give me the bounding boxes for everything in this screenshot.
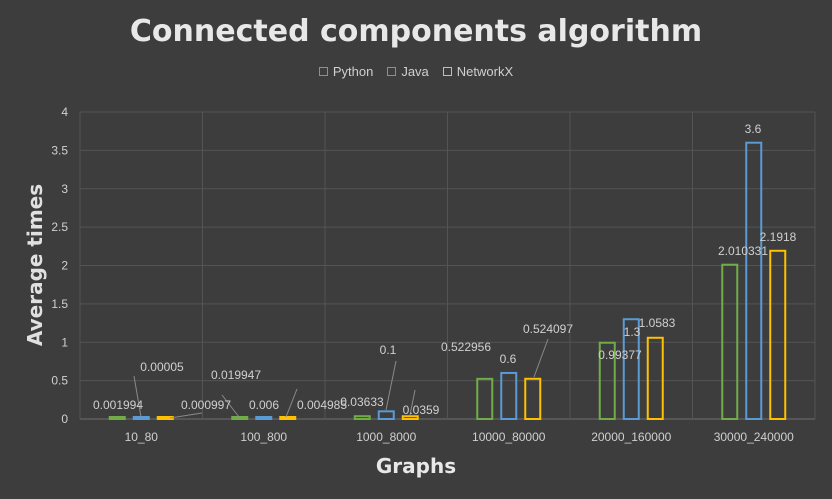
y-tick-label: 0.5 xyxy=(51,374,68,388)
data-label: 0.004985 xyxy=(297,398,347,412)
legend: Python Java NetworkX xyxy=(0,64,832,79)
x-tick-label: 1000_8000 xyxy=(356,430,416,444)
x-axis-label: Graphs xyxy=(375,454,457,478)
data-label: 3.6 xyxy=(745,122,762,136)
bar-python xyxy=(353,415,371,420)
label-leader-line xyxy=(221,394,240,418)
label-leader-line xyxy=(385,360,397,411)
data-label: 1.3 xyxy=(624,325,641,339)
legend-item-java: Java xyxy=(387,64,429,79)
legend-label-python: Python xyxy=(332,64,374,79)
y-tick-label: 4 xyxy=(61,105,68,119)
bar-networkx xyxy=(769,249,787,420)
legend-item-networkx: NetworkX xyxy=(442,64,514,79)
bar-python xyxy=(476,377,494,420)
chart-title: Connected components algorithm xyxy=(129,14,703,49)
data-label: 0.019947 xyxy=(211,368,261,382)
data-label: 0.00005 xyxy=(140,360,184,374)
legend-label-networkx: NetworkX xyxy=(456,64,514,79)
bar-java xyxy=(377,410,395,421)
bar-java xyxy=(255,416,273,420)
legend-swatch-networkx xyxy=(442,67,452,76)
bar-java xyxy=(745,141,763,420)
legend-item-python: Python xyxy=(318,64,374,79)
x-tick-label: 10_80 xyxy=(125,430,159,444)
y-tick-label: 2 xyxy=(61,259,68,273)
y-tick-label: 2.5 xyxy=(51,220,68,234)
data-label: 0.03633 xyxy=(340,395,384,409)
data-label: 1.0583 xyxy=(639,316,676,330)
legend-label-java: Java xyxy=(401,64,429,79)
x-tick-label: 10000_80000 xyxy=(472,430,546,444)
data-label: 2.1918 xyxy=(760,230,797,244)
label-leader-line xyxy=(169,412,203,419)
y-tick-label: 3.5 xyxy=(51,143,68,157)
data-label: 0.006 xyxy=(249,398,279,412)
data-label: 0.1 xyxy=(380,343,397,357)
bar-python xyxy=(598,341,616,420)
x-tick-label: 20000_160000 xyxy=(591,430,671,444)
y-tick-label: 1.5 xyxy=(51,297,68,311)
bar-java xyxy=(622,318,640,421)
label-leader-line xyxy=(285,388,298,418)
bar-java xyxy=(500,371,518,421)
label-leader-line xyxy=(133,375,142,418)
bar-python xyxy=(231,416,249,420)
data-label: 0.0359 xyxy=(403,403,440,417)
data-label: 2.010331 xyxy=(718,244,768,258)
bar-python xyxy=(721,263,739,420)
data-label: 0.001994 xyxy=(93,398,143,412)
bar-networkx xyxy=(279,416,297,420)
legend-swatch-python xyxy=(318,67,328,76)
bar-python xyxy=(108,416,126,420)
y-tick-label: 0 xyxy=(61,412,68,426)
label-leader-line xyxy=(409,389,416,416)
x-tick-label: 30000_240000 xyxy=(714,430,794,444)
bar-networkx xyxy=(646,336,664,421)
label-leader-line xyxy=(533,338,549,378)
data-label: 0.99377 xyxy=(598,348,642,362)
legend-swatch-java xyxy=(387,67,397,76)
bar-java xyxy=(132,416,150,420)
bar-networkx xyxy=(401,415,419,421)
data-label: 0.524097 xyxy=(523,322,573,336)
bar-networkx xyxy=(524,377,542,420)
data-label: 0.6 xyxy=(500,352,517,366)
y-tick-label: 1 xyxy=(61,335,68,349)
x-tick-label: 100_800 xyxy=(240,430,287,444)
data-label: 0.000997 xyxy=(181,398,231,412)
y-axis-label: Average times xyxy=(23,183,47,347)
y-tick-label: 3 xyxy=(61,182,68,196)
data-label: 0.522956 xyxy=(441,340,491,354)
